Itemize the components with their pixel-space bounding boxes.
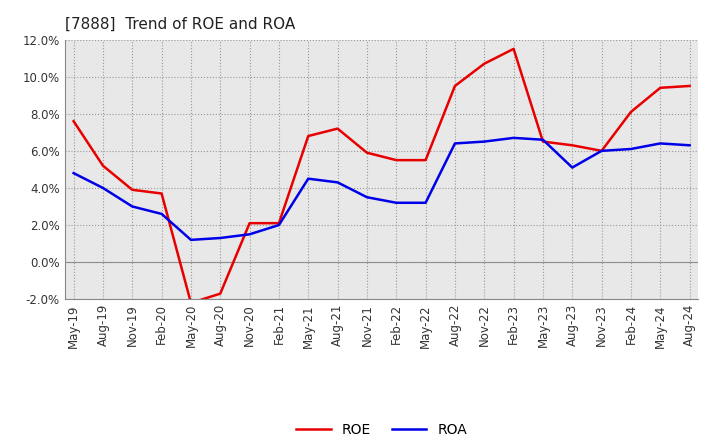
ROA (480, 139, 489, 144)
Text: [7888]  Trend of ROE and ROA: [7888] Trend of ROE and ROA (65, 16, 295, 32)
ROE (69, 118, 78, 124)
ROE (451, 83, 459, 88)
ROE (421, 158, 430, 163)
ROA (392, 200, 400, 205)
ROA (656, 141, 665, 146)
ROA (598, 148, 606, 154)
ROA (626, 147, 635, 152)
Line: ROE: ROE (73, 49, 690, 303)
ROE (157, 191, 166, 196)
ROE (598, 148, 606, 154)
ROE (216, 291, 225, 296)
ROA (363, 194, 372, 200)
ROA (539, 137, 547, 143)
ROA (157, 211, 166, 216)
ROA (421, 200, 430, 205)
ROE (186, 300, 195, 305)
ROE (392, 158, 400, 163)
ROA (304, 176, 312, 181)
ROE (509, 46, 518, 51)
ROA (246, 231, 254, 237)
ROE (480, 61, 489, 66)
Line: ROA: ROA (73, 138, 690, 240)
ROE (128, 187, 137, 192)
ROE (363, 150, 372, 155)
ROA (69, 170, 78, 176)
ROA (186, 237, 195, 242)
ROE (539, 139, 547, 144)
ROA (451, 141, 459, 146)
ROE (304, 133, 312, 139)
ROA (509, 135, 518, 140)
ROE (246, 220, 254, 226)
ROE (99, 163, 107, 169)
ROE (333, 126, 342, 131)
ROA (99, 185, 107, 191)
ROE (685, 83, 694, 88)
ROA (274, 222, 283, 227)
ROA (128, 204, 137, 209)
ROE (656, 85, 665, 91)
ROE (626, 109, 635, 114)
ROA (333, 180, 342, 185)
ROE (274, 220, 283, 226)
ROE (568, 143, 577, 148)
Legend: ROE, ROA: ROE, ROA (290, 418, 473, 440)
ROA (685, 143, 694, 148)
ROA (568, 165, 577, 170)
ROA (216, 235, 225, 241)
